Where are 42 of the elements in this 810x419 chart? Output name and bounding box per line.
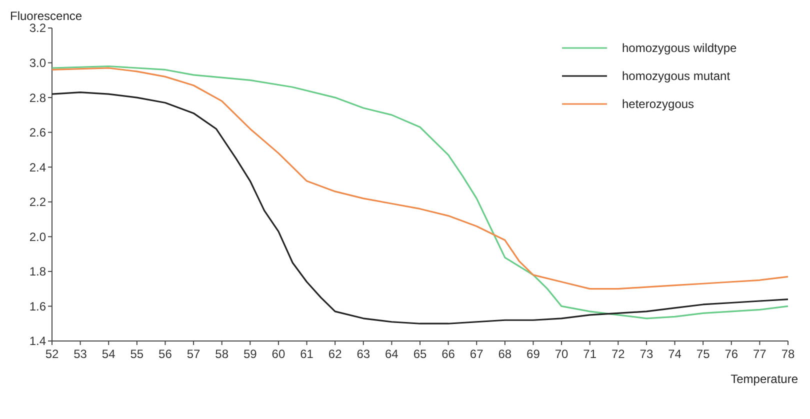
legend-label: homozygous wildtype xyxy=(622,41,738,56)
x-tick-label: 56 xyxy=(158,347,172,361)
y-tick-label: 3.2 xyxy=(29,21,46,36)
y-tick-label: 1.6 xyxy=(29,299,46,314)
x-tick-label: 72 xyxy=(611,347,626,361)
legend-label: heterozygous xyxy=(622,97,694,112)
x-tick-label: 66 xyxy=(442,347,456,361)
y-tick-label: 2.2 xyxy=(29,195,46,210)
x-tick-label: 60 xyxy=(272,347,286,361)
y-tick-label: 2.4 xyxy=(29,160,46,174)
y-tick-label: 2.0 xyxy=(29,230,46,244)
x-tick-label: 55 xyxy=(130,347,144,361)
x-tick-label: 59 xyxy=(243,347,258,361)
x-tick-label: 77 xyxy=(753,347,767,361)
x-tick-label: 57 xyxy=(186,347,201,361)
x-tick-label: 61 xyxy=(300,347,314,361)
x-tick-label: 69 xyxy=(526,347,540,361)
x-tick-label: 74 xyxy=(668,347,682,361)
y-tick-label: 2.6 xyxy=(29,126,46,140)
y-tick-label: 1.4 xyxy=(29,334,46,348)
x-tick-label: 62 xyxy=(328,347,342,361)
x-axis-title: Temperature xyxy=(730,372,798,386)
x-tick-label: 52 xyxy=(45,347,59,361)
y-tick-label: 3.0 xyxy=(29,56,46,70)
x-tick-label: 78 xyxy=(781,347,795,361)
x-tick-label: 71 xyxy=(583,347,597,361)
x-tick-label: 76 xyxy=(724,347,738,361)
x-tick-label: 53 xyxy=(74,347,88,361)
x-tick-label: 67 xyxy=(470,347,484,361)
x-tick-label: 63 xyxy=(356,347,370,361)
x-tick-label: 73 xyxy=(640,347,654,361)
y-axis-title: Fluorescence xyxy=(10,9,82,23)
y-tick-label: 2.8 xyxy=(29,90,46,105)
x-tick-label: 58 xyxy=(215,347,229,361)
x-tick-label: 75 xyxy=(696,347,710,361)
x-tick-label: 54 xyxy=(102,347,116,361)
y-tick-label: 1.8 xyxy=(29,264,46,279)
x-tick-label: 70 xyxy=(554,347,569,361)
x-tick-label: 68 xyxy=(498,347,512,361)
x-tick-label: 64 xyxy=(385,347,399,361)
x-tick-label: 65 xyxy=(413,347,427,361)
legend-label: homozygous mutant xyxy=(622,69,731,84)
